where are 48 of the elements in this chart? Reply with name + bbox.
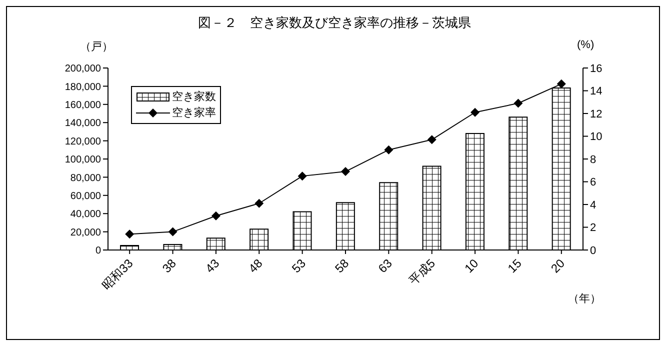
y-tick-label: 120,000 bbox=[64, 136, 102, 148]
point bbox=[341, 167, 350, 176]
x-tick-label: 53 bbox=[289, 256, 309, 276]
point bbox=[470, 108, 480, 117]
y-tick-label: 80,000 bbox=[70, 172, 102, 184]
y2-tick-label: 0 bbox=[590, 244, 596, 257]
x-tick-label: 平成5 bbox=[406, 256, 438, 288]
point bbox=[384, 145, 394, 154]
x-tick-label: 昭和33 bbox=[99, 256, 136, 293]
legend-label: 空き家率 bbox=[172, 106, 216, 121]
y-tick-label: 160,000 bbox=[64, 100, 102, 111]
point bbox=[125, 230, 134, 239]
x-axis-title: （年） bbox=[568, 292, 601, 306]
y2-axis-title: (%) bbox=[577, 39, 594, 51]
y-tick-label: 140,000 bbox=[64, 118, 102, 130]
x-tick-label: 20 bbox=[548, 256, 568, 276]
point bbox=[514, 98, 523, 108]
point bbox=[427, 135, 436, 144]
x-tick-label: 43 bbox=[202, 256, 222, 276]
x-tick-label: 10 bbox=[462, 256, 482, 276]
y2-tick-label: 14 bbox=[590, 86, 602, 98]
x-tick-label: 48 bbox=[246, 256, 266, 276]
y2-tick-label: 16 bbox=[590, 62, 602, 75]
point bbox=[211, 211, 220, 220]
legend-label: 空き家数 bbox=[172, 90, 216, 105]
y-tick-label: 40,000 bbox=[70, 209, 102, 220]
x-tick-label: 15 bbox=[505, 256, 525, 276]
y2-tick-label: 8 bbox=[590, 154, 596, 166]
y2-tick-label: 4 bbox=[590, 199, 596, 212]
x-tick-label: 58 bbox=[332, 256, 352, 276]
x-tick-label: 63 bbox=[375, 256, 396, 276]
y2-tick-label: 12 bbox=[590, 108, 602, 120]
point bbox=[556, 79, 566, 88]
y2-tick-label: 2 bbox=[590, 222, 596, 234]
y2-tick-label: 10 bbox=[590, 131, 602, 144]
y-tick-label: 180,000 bbox=[64, 82, 102, 93]
point bbox=[298, 172, 307, 181]
y-tick-label: 0 bbox=[95, 246, 102, 257]
y-axis-title: （戸） bbox=[80, 40, 113, 54]
y-tick-label: 60,000 bbox=[70, 190, 102, 202]
y-tick-label: 100,000 bbox=[64, 154, 102, 166]
y2-tick-label: 6 bbox=[590, 176, 596, 189]
point bbox=[254, 198, 264, 208]
y-tick-label: 200,000 bbox=[64, 64, 102, 75]
x-tick-label: 38 bbox=[160, 256, 180, 276]
y-tick-label: 20,000 bbox=[70, 227, 102, 238]
chart-title: 図－２ 空き家数及び空き家率の推移－茨城県 bbox=[197, 14, 472, 32]
point bbox=[168, 227, 178, 236]
